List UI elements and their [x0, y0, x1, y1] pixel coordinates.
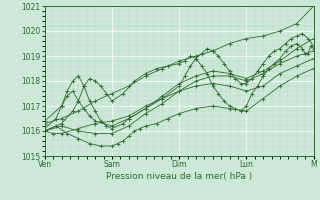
X-axis label: Pression niveau de la mer( hPa ): Pression niveau de la mer( hPa ) — [106, 172, 252, 181]
